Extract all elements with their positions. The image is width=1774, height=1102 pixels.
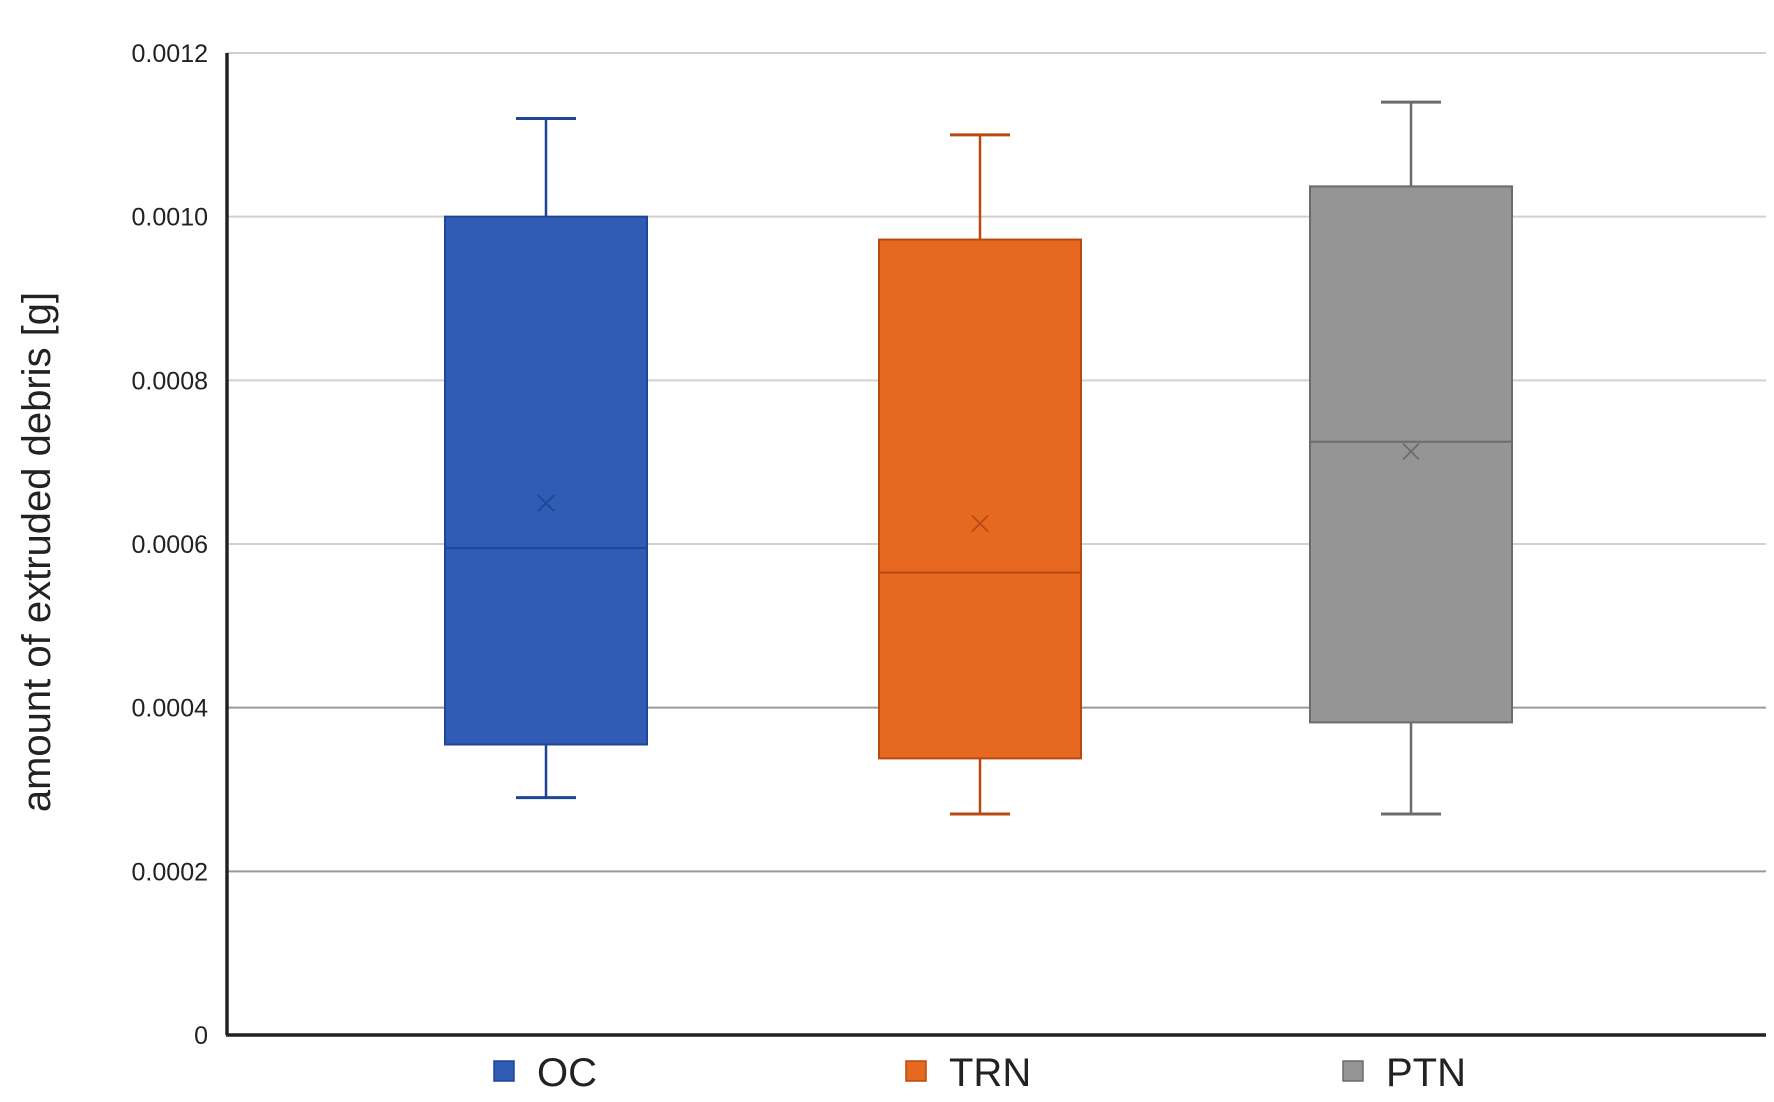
box-trn	[878, 133, 1082, 816]
box-oc	[444, 116, 648, 800]
mean-marker	[537, 494, 555, 512]
legend-swatch-trn	[905, 1060, 927, 1082]
mean-marker	[971, 514, 989, 533]
box-ptn	[1309, 100, 1513, 816]
mean-marker-stroke	[537, 494, 555, 512]
boxes	[444, 100, 1513, 816]
legend-swatch-ptn	[1342, 1060, 1364, 1082]
y-tick-label: 0.0006	[132, 531, 208, 559]
y-tick-label: 0.0012	[132, 40, 208, 68]
mean-marker	[1402, 442, 1420, 461]
legend-label-trn: TRN	[949, 1051, 1031, 1095]
iqr-box	[1309, 185, 1513, 724]
y-tick-label: 0.0010	[132, 204, 208, 232]
y-tick-label: 0.0002	[132, 858, 208, 886]
legend-label-ptn: PTN	[1386, 1051, 1466, 1095]
legend-label-oc: OC	[537, 1051, 597, 1095]
iqr-box	[444, 215, 648, 746]
mean-marker-stroke	[971, 514, 989, 533]
mean-marker-stroke	[1402, 442, 1420, 461]
legend: OC TRN PTN	[493, 1051, 1466, 1095]
y-tick-label: 0	[194, 1022, 208, 1050]
y-tick-labels: 0 0.0002 0.0004 0.0006 0.0008 0.0010 0.0012	[132, 40, 209, 1050]
legend-swatch-oc	[493, 1060, 515, 1082]
y-axis-title: amount of extruded debris [g]	[15, 292, 59, 812]
y-tick-label: 0.0004	[132, 695, 209, 723]
iqr-box	[878, 238, 1082, 760]
y-tick-label: 0.0008	[132, 367, 208, 395]
